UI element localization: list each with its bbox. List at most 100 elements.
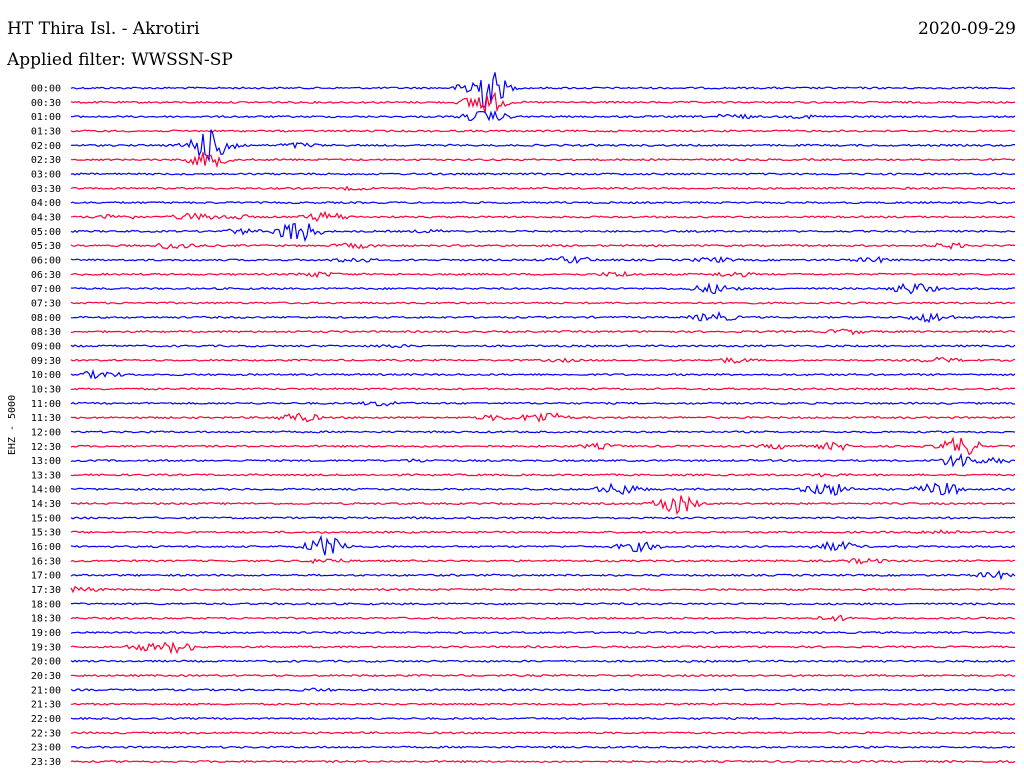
seismic-trace xyxy=(70,210,1016,223)
channel-label: EHZ - 5000 xyxy=(7,395,18,455)
seismic-trace xyxy=(70,452,1016,468)
seismic-trace xyxy=(70,109,1016,122)
seismic-trace xyxy=(70,91,1016,114)
seismic-trace xyxy=(70,400,1016,407)
seismic-trace xyxy=(70,270,1016,279)
time-tick-label: 08:00 xyxy=(31,313,61,324)
time-tick-label: 23:30 xyxy=(31,757,61,768)
time-tick-label: 11:30 xyxy=(31,413,61,424)
seismic-trace xyxy=(70,343,1016,349)
seismic-trace xyxy=(70,630,1016,635)
seismic-trace xyxy=(70,687,1016,692)
time-tick-labels: 00:00 00:30 01:00 01:30 02:00 02:30 03:00 03:30… xyxy=(31,84,61,769)
time-tick-label: 16:30 xyxy=(31,556,61,567)
seismic-trace xyxy=(70,430,1016,434)
time-tick-label: 15:30 xyxy=(31,528,61,539)
time-tick-label: 17:00 xyxy=(31,571,61,582)
time-tick-label: 03:00 xyxy=(31,169,61,180)
time-tick-label: 19:30 xyxy=(31,642,61,653)
seismic-trace xyxy=(70,702,1016,706)
time-tick-label: 16:00 xyxy=(31,542,61,553)
time-tick-label: 14:30 xyxy=(31,499,61,510)
seismic-trace xyxy=(70,745,1016,749)
seismic-trace xyxy=(70,614,1016,622)
time-tick-label: 10:30 xyxy=(31,384,61,395)
seismic-trace xyxy=(70,659,1016,663)
time-tick-label: 21:30 xyxy=(31,700,61,711)
seismic-trace xyxy=(70,328,1016,336)
seismic-trace xyxy=(70,255,1016,264)
record-date: 2020-09-29 xyxy=(917,19,1016,39)
time-tick-label: 07:00 xyxy=(31,284,61,295)
time-tick-label: 01:00 xyxy=(31,112,61,123)
time-tick-label: 09:00 xyxy=(31,341,61,352)
time-tick-label: 14:00 xyxy=(31,485,61,496)
seismic-trace xyxy=(70,200,1016,205)
time-tick-label: 18:30 xyxy=(31,614,61,625)
seismic-trace xyxy=(70,129,1015,163)
trace-group xyxy=(70,72,1016,764)
time-tick-label: 02:30 xyxy=(31,155,61,166)
time-tick-label: 04:30 xyxy=(31,212,61,223)
time-tick-label: 22:00 xyxy=(31,714,61,725)
seismic-trace xyxy=(70,222,1016,243)
seismic-trace xyxy=(70,516,1016,520)
seismic-trace xyxy=(70,129,1016,133)
time-tick-label: 18:00 xyxy=(31,599,61,610)
time-tick-label: 06:30 xyxy=(31,270,61,281)
seismic-trace xyxy=(70,673,1016,678)
seismic-trace xyxy=(70,529,1016,535)
seismic-trace xyxy=(70,185,1016,192)
seismic-trace xyxy=(70,716,1016,721)
filter-label: Applied filter: WWSSN-SP xyxy=(7,50,233,70)
seismic-trace xyxy=(70,482,1016,496)
time-tick-label: 21:00 xyxy=(31,685,61,696)
seismic-trace xyxy=(70,412,1016,423)
time-tick-label: 19:00 xyxy=(31,628,61,639)
time-tick-label: 12:00 xyxy=(31,427,61,438)
seismic-trace xyxy=(70,495,1016,516)
seismic-trace xyxy=(70,472,1016,478)
time-tick-label: 08:30 xyxy=(31,327,61,338)
seismic-trace xyxy=(70,731,1016,735)
time-tick-label: 22:30 xyxy=(31,728,61,739)
seismic-trace xyxy=(70,641,1015,655)
time-tick-label: 12:30 xyxy=(31,442,61,453)
time-tick-label: 09:30 xyxy=(31,356,61,367)
seismic-trace xyxy=(70,356,1016,364)
time-tick-label: 23:00 xyxy=(31,743,61,754)
seismic-trace xyxy=(70,569,1016,581)
seismic-trace xyxy=(70,152,1016,169)
seismic-trace xyxy=(70,368,1016,380)
seismic-trace xyxy=(70,242,1016,250)
time-tick-label: 02:00 xyxy=(31,141,61,152)
seismic-trace xyxy=(70,387,1016,391)
time-tick-label: 13:00 xyxy=(31,456,61,467)
time-tick-label: 20:00 xyxy=(31,657,61,668)
time-tick-label: 15:00 xyxy=(31,513,61,524)
seismic-trace xyxy=(70,557,1016,565)
station-name: HT Thira Isl. - Akrotiri xyxy=(7,19,200,39)
time-tick-label: 01:30 xyxy=(31,126,61,137)
seismic-trace xyxy=(71,310,1016,324)
time-tick-label: 10:00 xyxy=(31,370,61,381)
time-tick-label: 05:00 xyxy=(31,227,61,238)
seismic-trace xyxy=(70,72,1016,108)
time-tick-label: 05:30 xyxy=(31,241,61,252)
seismic-trace xyxy=(71,602,1016,606)
seismic-trace xyxy=(70,436,1016,456)
time-tick-label: 00:30 xyxy=(31,98,61,109)
time-tick-label: 00:00 xyxy=(31,84,61,95)
seismic-trace xyxy=(70,301,1016,305)
time-tick-label: 07:30 xyxy=(31,298,61,309)
seismic-trace xyxy=(70,172,1016,176)
seismic-trace xyxy=(70,759,1016,764)
time-tick-label: 20:30 xyxy=(31,671,61,682)
time-tick-label: 04:00 xyxy=(31,198,61,209)
seismic-trace xyxy=(70,282,1016,295)
seismic-trace xyxy=(70,585,1016,594)
time-tick-label: 03:30 xyxy=(31,184,61,195)
time-tick-label: 11:00 xyxy=(31,399,61,410)
time-tick-label: 17:30 xyxy=(31,585,61,596)
